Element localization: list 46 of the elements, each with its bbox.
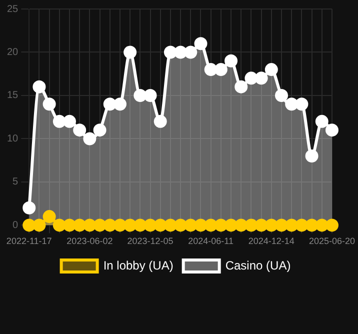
point: [103, 98, 116, 111]
point: [42, 98, 56, 111]
point: [52, 114, 66, 128]
x-tick-label: 2024-12-14: [248, 236, 294, 246]
point: [144, 88, 157, 102]
y-tick-label: 20: [7, 46, 19, 58]
point: [174, 46, 188, 59]
legend-label: In lobby (UA): [103, 258, 174, 272]
point: [204, 63, 218, 76]
point: [214, 63, 228, 76]
point: [275, 88, 288, 102]
point: [224, 54, 238, 68]
x-tick-label: 2023-06-02: [66, 236, 113, 246]
point: [154, 114, 167, 128]
y-tick-label: 25: [7, 4, 19, 15]
point: [315, 114, 328, 128]
x-tick-label: 2024-06-11: [188, 236, 234, 246]
y-tick-label: 5: [12, 176, 19, 188]
legend-label: Casino (UA): [225, 258, 291, 272]
point: [32, 80, 46, 94]
x-tick-label: 2022-11-17: [6, 236, 52, 246]
point: [113, 98, 126, 111]
point: [244, 72, 258, 85]
point: [194, 37, 208, 50]
point: [134, 88, 147, 102]
point: [295, 98, 308, 111]
point: [254, 72, 268, 85]
point: [73, 124, 86, 137]
point: [22, 201, 36, 214]
point: [93, 124, 106, 137]
point: [63, 114, 76, 128]
point: [234, 80, 248, 94]
point: [83, 132, 96, 146]
point: [264, 63, 278, 76]
point: [124, 46, 137, 59]
x-tick-label: 2025-06-20: [308, 236, 356, 246]
point: [42, 210, 56, 224]
point: [184, 46, 198, 59]
point: [325, 124, 338, 137]
y-tick-label: 15: [7, 90, 19, 102]
point: [305, 150, 318, 163]
x-tick-label: 2023-12-05: [127, 236, 174, 246]
point: [164, 46, 177, 59]
y-tick-label: 10: [7, 133, 19, 144]
y-tick-label: 0: [12, 220, 19, 231]
point: [285, 98, 298, 111]
